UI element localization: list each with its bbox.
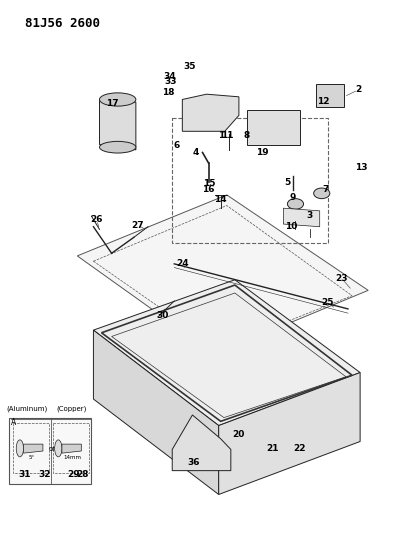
Polygon shape [315,84,343,108]
Polygon shape [62,444,81,453]
Text: 18: 18 [162,88,174,97]
Text: (Copper): (Copper) [56,406,86,413]
Ellipse shape [99,141,135,153]
Polygon shape [218,373,359,495]
Polygon shape [99,100,135,150]
Text: 7: 7 [322,184,328,193]
Text: 22: 22 [292,444,305,453]
Text: 3: 3 [306,211,312,220]
Text: 23: 23 [335,273,347,282]
Text: 26: 26 [90,215,103,224]
Text: 27: 27 [130,221,143,230]
Ellipse shape [16,440,23,457]
Text: 30: 30 [155,311,168,320]
Text: 29: 29 [67,471,79,479]
Text: 34: 34 [163,72,175,81]
Polygon shape [93,330,218,495]
Text: 24: 24 [175,260,188,268]
Ellipse shape [287,199,303,209]
Polygon shape [77,195,367,354]
Text: 8: 8 [243,131,249,140]
Text: 4: 4 [191,148,198,157]
Polygon shape [172,415,230,471]
Text: 81J56 2600: 81J56 2600 [25,17,99,30]
Text: 6: 6 [173,141,179,150]
Text: 19: 19 [255,148,267,157]
Polygon shape [283,208,319,227]
Ellipse shape [99,93,135,106]
Text: 9: 9 [288,192,295,201]
Text: 17: 17 [106,99,119,108]
Text: 11: 11 [221,131,233,140]
Text: or: or [49,447,56,453]
Polygon shape [93,280,359,425]
Polygon shape [182,94,238,131]
Ellipse shape [313,188,329,199]
Text: 13: 13 [354,164,366,172]
Text: A: A [11,418,16,426]
Text: 14mm: 14mm [63,455,81,460]
Ellipse shape [54,440,62,457]
Polygon shape [23,444,43,453]
FancyBboxPatch shape [9,418,91,484]
Polygon shape [246,110,299,144]
Text: 35: 35 [182,62,195,70]
Text: 16: 16 [202,184,214,193]
Text: 1: 1 [217,131,223,140]
Text: 14: 14 [213,195,226,204]
Text: 28: 28 [76,471,88,479]
Text: 5: 5 [283,178,290,187]
Text: (Aluminum): (Aluminum) [6,406,47,413]
Text: 20: 20 [232,430,244,439]
Text: 33: 33 [164,77,176,86]
Text: 25: 25 [321,298,333,307]
Text: 2: 2 [354,85,360,94]
Text: 12: 12 [316,96,328,106]
Text: 21: 21 [265,444,278,453]
Text: 10: 10 [285,222,297,231]
Text: 36: 36 [187,458,200,467]
Text: 5°: 5° [29,455,35,460]
Text: 32: 32 [38,471,51,479]
Text: 15: 15 [202,179,215,188]
Text: 31: 31 [18,471,31,479]
